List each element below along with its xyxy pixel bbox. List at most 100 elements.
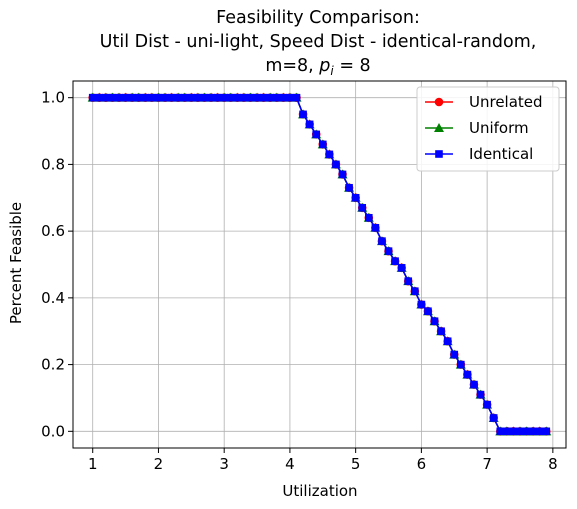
data-point-identical	[457, 360, 465, 369]
x-tick-label: 2	[154, 455, 164, 473]
data-point-identical	[95, 93, 104, 102]
legend-marker-uniform	[434, 123, 444, 132]
data-point-identical	[358, 203, 367, 212]
series-layer	[87, 92, 552, 436]
chart-title-line-2: Util Dist - uni-light, Speed Dist - iden…	[100, 32, 537, 52]
data-point-identical	[384, 247, 393, 255]
data-point-identical	[148, 93, 156, 102]
data-point-identical	[437, 327, 445, 336]
data-point-identical	[134, 93, 143, 102]
data-point-identical	[318, 140, 327, 149]
data-point-identical	[476, 390, 485, 399]
data-point-identical	[108, 93, 117, 102]
data-point-identical	[299, 110, 307, 119]
data-point-identical	[259, 93, 268, 102]
y-tick-label: 1.0	[41, 89, 65, 107]
data-point-identical	[154, 93, 163, 102]
ticks: 1 2 3 4 5 6 7 8 0.0 0.2 0.4 0.6 0.8 1.0	[41, 89, 557, 473]
plot-frame	[72, 80, 567, 449]
chart-title-line-3: m=8, pi = 8	[265, 56, 370, 78]
y-tick-label: 0.2	[41, 356, 65, 374]
series-identical	[88, 93, 551, 436]
y-tick-label: 0.0	[41, 422, 65, 440]
data-point-identical	[128, 93, 136, 102]
data-point-identical	[266, 93, 274, 102]
data-point-identical	[88, 93, 97, 102]
data-point-identical	[141, 93, 150, 102]
data-point-identical	[496, 427, 505, 436]
chart-title-line-1: Feasibility Comparison:	[216, 8, 420, 28]
data-point-identical	[102, 93, 110, 102]
data-point-identical	[246, 93, 255, 102]
data-point-identical	[115, 93, 123, 102]
data-point-identical	[121, 93, 130, 102]
data-point-identical	[240, 93, 248, 102]
data-point-identical	[187, 93, 196, 102]
data-point-identical	[463, 370, 472, 379]
data-point-identical	[213, 93, 222, 102]
data-point-identical	[272, 93, 281, 102]
x-tick-label: 4	[285, 455, 295, 473]
title-line-3-sub: i	[330, 64, 334, 78]
y-tick-label: 0.8	[41, 155, 65, 173]
data-point-identical	[338, 170, 347, 179]
data-point-identical	[292, 93, 301, 102]
data-point-identical	[180, 93, 189, 102]
x-tick-label: 6	[417, 455, 427, 473]
legend-entry-unrelated: Unrelated	[425, 93, 543, 111]
y-tick-label: 0.6	[41, 222, 65, 240]
data-point-identical	[220, 93, 228, 102]
data-point-identical	[371, 224, 380, 232]
data-point-identical	[378, 237, 386, 245]
data-point-identical	[404, 277, 413, 285]
data-point-identical	[286, 93, 294, 102]
data-point-identical	[489, 414, 498, 422]
legend-box	[416, 86, 560, 172]
data-point-identical	[167, 93, 176, 102]
x-tick-label: 7	[482, 455, 492, 473]
title-line-3-prefix: m=8,	[265, 56, 319, 76]
legend-marker-identical	[435, 150, 443, 158]
data-point-identical	[535, 427, 544, 436]
data-point-identical	[411, 287, 419, 295]
data-point-identical	[305, 120, 314, 129]
data-point-identical	[397, 264, 406, 272]
data-point-identical	[443, 337, 452, 346]
data-point-identical	[516, 427, 524, 436]
data-point-identical	[325, 150, 334, 159]
data-point-identical	[233, 93, 242, 102]
x-axis-label: Utilization	[282, 482, 357, 500]
x-tick-label: 8	[548, 455, 558, 473]
legend-label-uniform: Uniform	[469, 119, 529, 137]
data-point-identical	[332, 160, 340, 169]
legend: Unrelated Uniform Identical	[416, 86, 560, 172]
data-point-identical	[509, 427, 518, 436]
data-point-identical	[345, 183, 353, 192]
data-point-identical	[430, 317, 439, 326]
data-point-identical	[351, 193, 360, 202]
data-point-identical	[253, 93, 261, 102]
data-point-identical	[207, 93, 215, 102]
data-point-identical	[529, 427, 537, 436]
legend-label-identical: Identical	[469, 145, 533, 163]
data-point-identical	[503, 427, 511, 436]
data-point-identical	[417, 300, 426, 309]
data-point-identical	[279, 93, 288, 102]
data-point-identical	[542, 427, 551, 436]
x-tick-label: 1	[88, 455, 98, 473]
data-point-identical	[194, 93, 202, 102]
data-point-identical	[312, 130, 321, 139]
x-tick-label: 5	[351, 455, 361, 473]
legend-marker-unrelated	[434, 97, 444, 107]
data-point-identical	[174, 93, 182, 102]
data-point-identical	[391, 257, 399, 265]
title-line-3-var: p	[318, 56, 330, 76]
legend-label-unrelated: Unrelated	[469, 93, 543, 111]
x-tick-label: 3	[219, 455, 229, 473]
data-point-identical	[200, 93, 209, 102]
legend-entry-identical: Identical	[425, 145, 533, 163]
legend-entry-uniform: Uniform	[425, 119, 529, 137]
data-point-identical	[161, 93, 169, 102]
y-tick-label: 0.4	[41, 289, 65, 307]
